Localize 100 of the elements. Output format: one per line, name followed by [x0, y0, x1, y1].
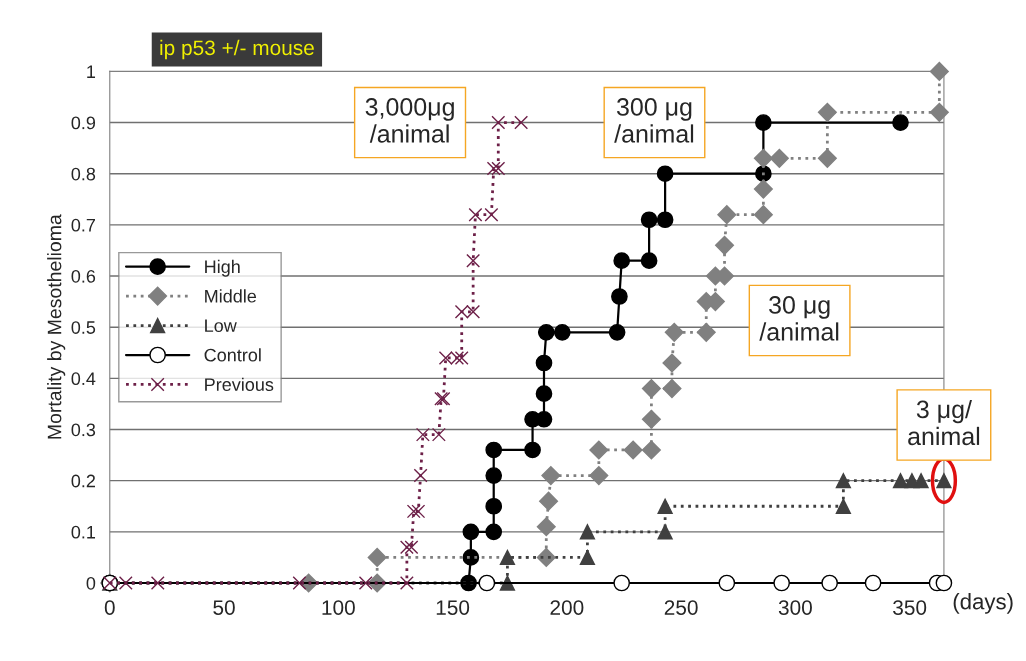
point	[358, 576, 373, 590]
y-tick-label: 0.8	[71, 167, 96, 181]
point	[485, 523, 503, 541]
point	[817, 102, 837, 122]
point	[817, 148, 837, 168]
point	[753, 179, 773, 199]
annotation: 3,000μg /animal	[365, 98, 454, 143]
y-tick-label: 0.5	[71, 321, 96, 334]
legend-label: Middle	[205, 289, 257, 303]
point	[491, 115, 506, 130]
point	[514, 115, 529, 130]
point	[641, 379, 661, 399]
point	[640, 211, 658, 229]
point	[399, 540, 414, 555]
point	[753, 205, 773, 225]
point	[589, 466, 609, 486]
legend-label: High	[205, 259, 240, 277]
point	[613, 252, 631, 270]
point	[411, 504, 426, 519]
point	[150, 576, 165, 590]
x-tick-label: 0	[104, 600, 115, 615]
legend-label: Low	[205, 319, 237, 333]
point	[608, 323, 626, 341]
chart-title: ip p53 +/- mouse	[160, 39, 314, 60]
point	[755, 114, 772, 131]
point	[415, 427, 430, 442]
x-tick-label: 50	[213, 600, 235, 615]
point	[579, 549, 596, 566]
x-tick-label: 150	[436, 600, 470, 615]
point	[611, 288, 628, 305]
point	[589, 440, 609, 460]
point	[406, 504, 421, 519]
point	[537, 323, 555, 341]
point	[935, 574, 953, 592]
point	[753, 148, 773, 168]
point	[718, 574, 736, 592]
annotation: 30 μg /animal	[759, 296, 839, 341]
annotation: 3 μg/ animal	[908, 399, 980, 446]
y-axis-title: Mortality by Mesothelioma	[47, 214, 66, 439]
y-tick-label: 0.6	[71, 269, 96, 283]
point	[118, 576, 133, 590]
point	[835, 473, 852, 489]
point	[913, 473, 929, 489]
point	[535, 354, 553, 372]
point	[485, 497, 503, 515]
point	[613, 574, 631, 592]
point	[657, 524, 673, 540]
point	[929, 102, 949, 122]
y-tick-label: 0.2	[71, 474, 95, 488]
legend-label: Previous	[205, 377, 274, 391]
point	[462, 523, 480, 541]
x-tick-label: 300	[778, 600, 812, 615]
point	[292, 576, 307, 590]
point	[929, 61, 949, 81]
point	[485, 467, 503, 484]
point	[367, 547, 387, 567]
x-tick-label: 200	[550, 600, 584, 615]
point	[656, 211, 674, 229]
point	[468, 207, 483, 222]
point	[657, 498, 673, 514]
point	[641, 440, 661, 460]
point	[539, 491, 559, 511]
point	[536, 547, 556, 567]
point	[640, 252, 658, 270]
point	[431, 427, 446, 442]
x-tick-label: 250	[664, 600, 698, 615]
point	[478, 574, 496, 592]
point	[835, 498, 852, 514]
y-tick-label: 0.9	[71, 116, 96, 130]
x-axis-title: (days)	[953, 593, 1013, 614]
point	[864, 574, 882, 592]
point	[656, 165, 674, 183]
point	[714, 235, 735, 255]
y-tick-label: 0	[86, 576, 96, 590]
point	[535, 385, 553, 403]
point	[499, 549, 516, 566]
point	[623, 440, 643, 460]
point	[485, 441, 503, 459]
point	[484, 207, 499, 222]
y-tick-label: 0.1	[71, 525, 96, 539]
point	[662, 379, 682, 399]
point	[892, 473, 909, 489]
legend-label: Control	[204, 348, 261, 362]
point	[641, 409, 661, 429]
point	[541, 466, 561, 486]
y-tick-label: 0.4	[71, 372, 96, 386]
point	[892, 114, 909, 131]
y-tick-label: 0.3	[71, 423, 96, 437]
point	[404, 540, 419, 555]
annotation: 300 μg /animal	[614, 98, 694, 143]
point	[413, 468, 428, 483]
point	[486, 161, 501, 176]
point	[466, 253, 481, 268]
point	[524, 441, 541, 459]
point	[491, 161, 506, 176]
point	[536, 517, 556, 537]
point	[662, 353, 682, 373]
point	[717, 205, 737, 225]
x-tick-label: 100	[322, 600, 355, 615]
point	[399, 576, 414, 590]
